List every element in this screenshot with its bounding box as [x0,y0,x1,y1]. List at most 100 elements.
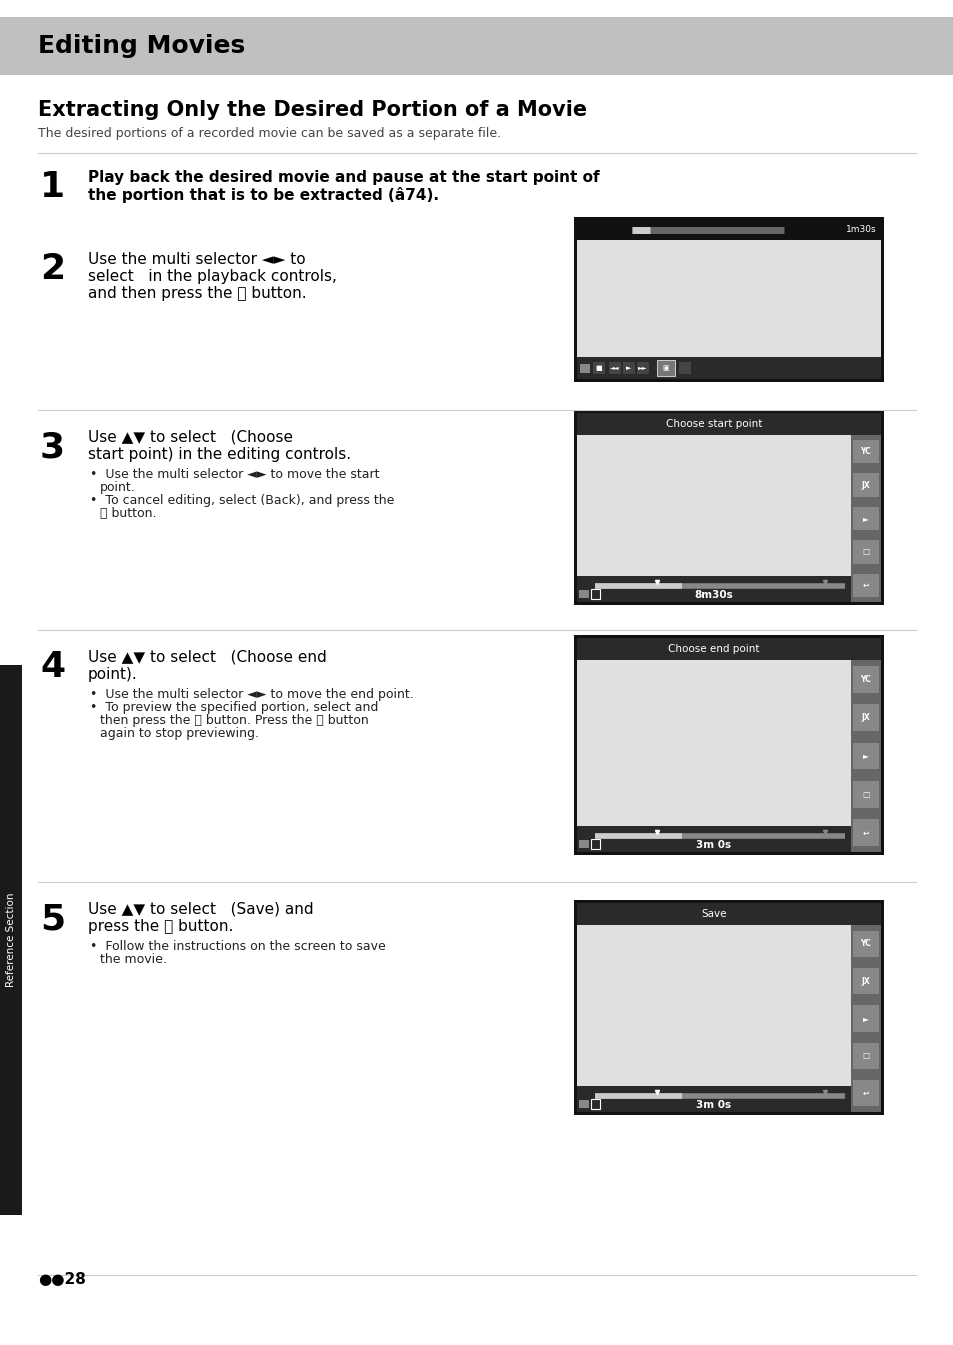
Bar [590,839,599,849]
Text: Editing Movies: Editing Movies [38,34,245,58]
Text: then press the ⓞ button. Press the ⓞ button: then press the ⓞ button. Press the ⓞ but… [100,714,369,728]
Text: again to stop previewing.: again to stop previewing. [100,728,258,740]
Bar [577,638,880,660]
Bar [574,900,883,1115]
Text: ►: ► [862,514,868,523]
Bar [852,1006,878,1032]
Text: ►: ► [862,1014,868,1024]
Text: JX: JX [861,713,869,722]
Text: Use the multi selector ◄► to: Use the multi selector ◄► to [88,252,305,268]
Text: Extracting Only the Desired Portion of a Movie: Extracting Only the Desired Portion of a… [38,100,586,120]
Bar [578,1100,588,1108]
Bar [574,410,883,605]
Bar [850,925,880,1112]
Text: 5: 5 [40,902,65,936]
Text: Use ▲▼ to select   (Choose end: Use ▲▼ to select (Choose end [88,650,327,664]
Text: Play back the desired movie and pause at the start point of: Play back the desired movie and pause at… [88,169,599,186]
Bar [579,364,589,373]
Bar [622,362,635,374]
Text: 8m30s: 8m30s [694,590,733,600]
Text: JX: JX [861,480,869,490]
Text: Choose start point: Choose start point [665,420,761,429]
Text: ■: ■ [595,364,601,371]
Bar [657,360,675,377]
Text: •  To cancel editing, select (Back), and press the: • To cancel editing, select (Back), and … [90,494,394,507]
Text: YC: YC [860,447,870,456]
Bar [852,1080,878,1107]
Bar [852,440,878,464]
Bar [577,434,850,576]
Bar [590,589,599,599]
Bar [852,541,878,564]
Bar [852,819,878,846]
Text: ►: ► [862,752,868,760]
Text: Choose end point: Choose end point [667,644,759,654]
Bar [850,660,880,851]
Bar [578,590,588,599]
Bar [852,1042,878,1069]
Text: YC: YC [860,675,870,683]
Text: The desired portions of a recorded movie can be saved as a separate file.: The desired portions of a recorded movie… [38,126,500,140]
Text: YC: YC [860,939,870,948]
Bar [852,705,878,732]
Text: 4: 4 [40,650,65,685]
Bar [577,1085,850,1112]
Text: ↩: ↩ [862,829,868,838]
Text: Reference Section: Reference Section [6,893,16,987]
Text: the portion that is to be extracted (â74).: the portion that is to be extracted (â74… [88,187,438,203]
Bar [574,635,883,855]
Text: •  Use the multi selector ◄► to move the end point.: • Use the multi selector ◄► to move the … [90,689,414,701]
Bar [574,217,883,382]
Text: Use ▲▼ to select   (Choose: Use ▲▼ to select (Choose [88,430,293,445]
Bar [852,573,878,597]
Bar [577,826,850,851]
Bar [852,968,878,994]
Bar [577,660,850,826]
Bar [679,362,690,374]
Bar [852,931,878,956]
Bar [577,925,850,1085]
Text: □: □ [862,547,869,557]
Text: ↩: ↩ [862,581,868,590]
Bar [850,434,880,603]
Text: point.: point. [100,482,135,494]
Text: select   in the playback controls,: select in the playback controls, [88,269,336,284]
Text: JX: JX [861,976,869,986]
Text: 3m 0s: 3m 0s [696,1100,731,1111]
Bar [0,664,22,1215]
Bar [577,902,880,925]
Bar [577,239,880,356]
Text: ◄◄: ◄◄ [610,366,619,370]
Text: •  Follow the instructions on the screen to save: • Follow the instructions on the screen … [90,940,385,954]
Bar [593,362,604,374]
Text: 3: 3 [40,430,65,464]
Bar [577,576,850,603]
Text: the movie.: the movie. [100,954,167,966]
Text: ●●28: ●●28 [38,1272,86,1287]
Text: •  Use the multi selector ◄► to move the start: • Use the multi selector ◄► to move the … [90,468,379,482]
Bar [577,221,880,239]
Text: 3m 0s: 3m 0s [696,841,731,850]
Bar [590,1099,599,1110]
Text: □: □ [862,1052,869,1060]
Bar [852,666,878,693]
Text: •  To preview the specified portion, select and: • To preview the specified portion, sele… [90,701,378,714]
Text: 1m30s: 1m30s [845,226,876,234]
Text: ►: ► [626,364,631,371]
Text: start point) in the editing controls.: start point) in the editing controls. [88,447,351,461]
Text: and then press the ⓞ button.: and then press the ⓞ button. [88,286,306,301]
Bar [577,356,880,379]
Bar [852,742,878,769]
Text: ▣: ▣ [662,364,669,371]
Bar [852,781,878,808]
Bar [852,473,878,496]
Bar [578,841,588,847]
Text: ⓞ button.: ⓞ button. [100,507,156,521]
Text: press the ⓞ button.: press the ⓞ button. [88,919,233,933]
Text: Use ▲▼ to select   (Save) and: Use ▲▼ to select (Save) and [88,902,314,917]
Text: ↩: ↩ [862,1089,868,1098]
Text: ►►: ►► [638,366,647,370]
Text: point).: point). [88,667,137,682]
Bar [637,362,648,374]
Text: □: □ [862,790,869,799]
